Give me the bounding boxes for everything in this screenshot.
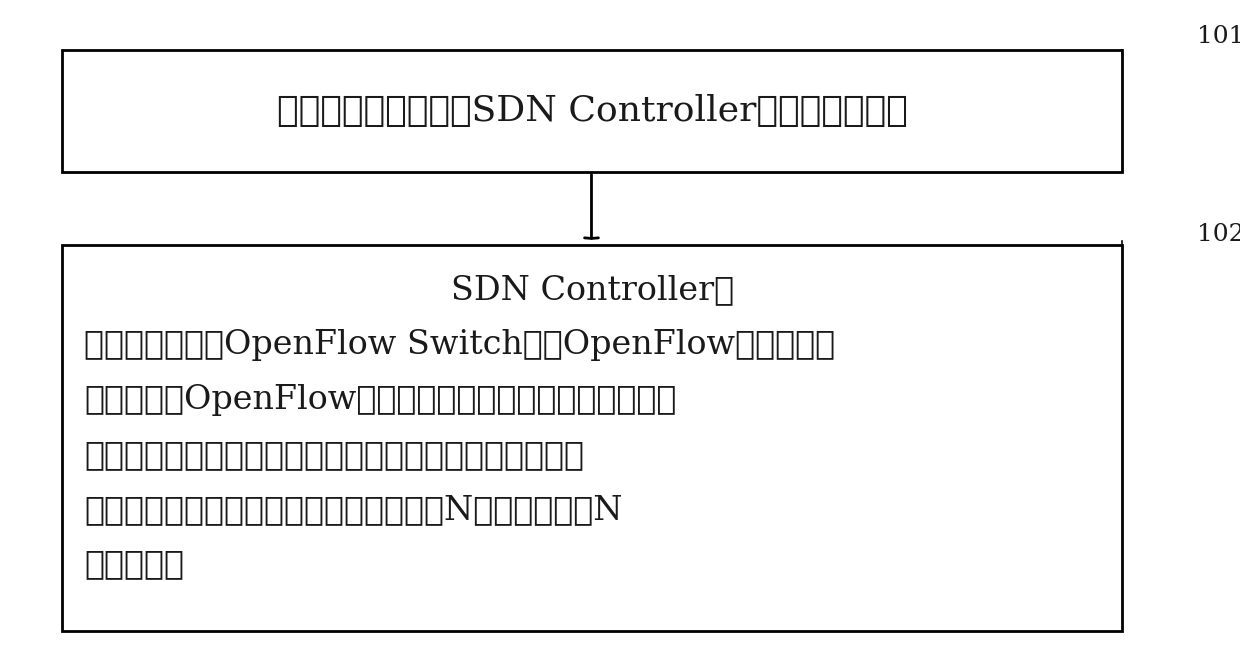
Text: 述第一流表项中的第一字段集携带上述第一字段集的实际: 述第一流表项中的第一字段集携带上述第一字段集的实际	[84, 439, 584, 471]
Text: 102: 102	[1197, 223, 1240, 246]
Bar	[62, 245, 1122, 631]
Text: 其中，上述OpenFlow协议消息携带有上述第一流表项，上: 其中，上述OpenFlow协议消息携带有上述第一流表项，上	[84, 384, 677, 416]
Text: 开放流交换设备OpenFlow Switch发送OpenFlow协议消息。: 开放流交换设备OpenFlow Switch发送OpenFlow协议消息。	[84, 329, 836, 361]
Text: 取值的索引，其中，上述第一字段集包括N个字段，上述N: 取值的索引，其中，上述第一字段集包括N个字段，上述N	[84, 494, 622, 525]
Bar	[62, 50, 1122, 172]
Text: 为正整数。: 为正整数。	[84, 549, 185, 580]
Text: 101: 101	[1197, 25, 1240, 48]
Text: 软件定义网络控制器SDN Controller生成第一流表项: 软件定义网络控制器SDN Controller生成第一流表项	[277, 94, 908, 128]
Text: SDN Controller向: SDN Controller向	[450, 274, 734, 306]
